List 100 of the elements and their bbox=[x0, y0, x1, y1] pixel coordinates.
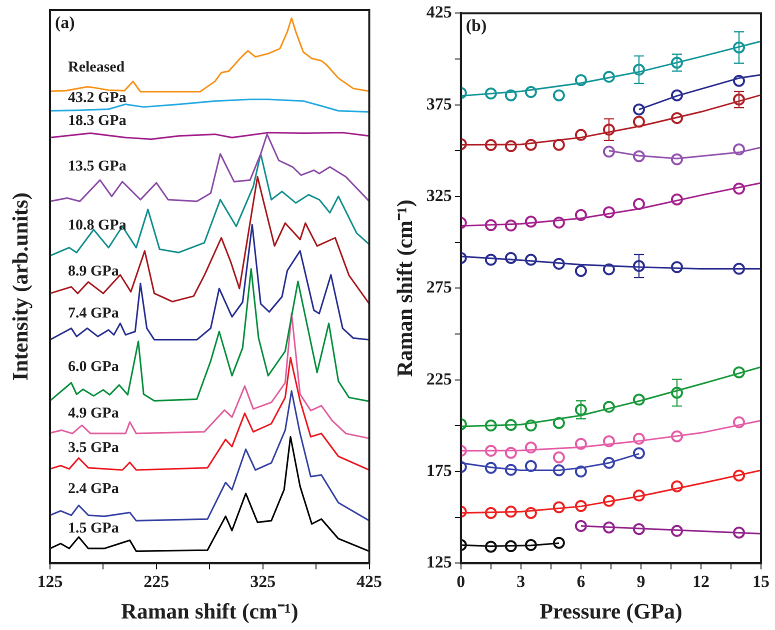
y-axis-title: Raman shift (cm⁻¹) bbox=[392, 200, 417, 377]
series-label: 7.4 GPa bbox=[68, 305, 120, 322]
point bbox=[574, 438, 587, 450]
point bbox=[484, 88, 497, 100]
point bbox=[632, 150, 645, 162]
point bbox=[574, 466, 587, 478]
series-label: Released bbox=[68, 59, 126, 76]
point bbox=[632, 394, 645, 406]
point bbox=[670, 430, 683, 442]
point bbox=[524, 216, 537, 228]
point bbox=[484, 444, 497, 457]
point bbox=[504, 220, 517, 232]
y-tick-label: 275 bbox=[426, 278, 452, 297]
point bbox=[732, 470, 745, 482]
point bbox=[670, 524, 683, 537]
point bbox=[484, 254, 497, 266]
point bbox=[632, 447, 645, 460]
point bbox=[504, 446, 517, 459]
point bbox=[524, 460, 537, 472]
annotation: (a) bbox=[55, 12, 75, 32]
point bbox=[732, 262, 745, 275]
point bbox=[574, 404, 587, 416]
point bbox=[552, 536, 565, 549]
point bbox=[602, 70, 615, 83]
point bbox=[670, 480, 683, 492]
series-label: 1.5 GPa bbox=[68, 520, 120, 537]
point bbox=[632, 103, 645, 116]
y-tick-label: 125 bbox=[426, 552, 452, 572]
point bbox=[602, 456, 615, 469]
series-label: 18.3 GPa bbox=[68, 113, 127, 130]
point bbox=[504, 140, 517, 152]
point bbox=[632, 116, 645, 128]
point bbox=[484, 219, 497, 232]
point bbox=[632, 260, 645, 272]
point bbox=[732, 366, 745, 378]
point bbox=[574, 209, 587, 222]
point bbox=[552, 216, 565, 229]
point bbox=[484, 540, 497, 553]
series-label: 6.0 GPa bbox=[68, 359, 120, 376]
point bbox=[574, 500, 587, 512]
point bbox=[632, 64, 645, 76]
point bbox=[602, 146, 615, 158]
point bbox=[552, 138, 565, 151]
y-tick-label: 425 bbox=[426, 2, 452, 22]
point bbox=[632, 523, 645, 536]
series-label: 4.9 GPa bbox=[68, 406, 120, 422]
point bbox=[732, 416, 745, 428]
point bbox=[524, 138, 537, 151]
x-tick-label: 125 bbox=[37, 572, 63, 591]
point bbox=[552, 501, 565, 514]
point bbox=[670, 153, 683, 166]
point bbox=[670, 56, 683, 69]
point bbox=[504, 540, 517, 552]
point bbox=[732, 526, 745, 539]
point bbox=[524, 442, 537, 454]
point bbox=[632, 432, 645, 445]
point bbox=[732, 143, 745, 156]
point bbox=[504, 418, 517, 431]
series-label: 2.4 GPa bbox=[68, 480, 120, 497]
point bbox=[602, 435, 615, 448]
point bbox=[524, 86, 537, 98]
series-label: 10.8 GPa bbox=[68, 217, 127, 234]
point bbox=[574, 128, 587, 141]
point bbox=[670, 261, 683, 274]
x-tick-label: 325 bbox=[250, 572, 276, 591]
y-tick-label: 325 bbox=[426, 186, 452, 205]
point bbox=[504, 506, 517, 518]
point bbox=[602, 400, 615, 413]
y-axis-title: Intensity (arb.units) bbox=[8, 192, 33, 381]
series-label: 13.5 GPa bbox=[68, 158, 127, 174]
point bbox=[552, 451, 565, 464]
x-axis-title: Pressure (GPa) bbox=[540, 598, 682, 624]
point bbox=[602, 124, 615, 136]
point bbox=[732, 41, 745, 54]
point bbox=[484, 506, 497, 519]
point bbox=[602, 263, 615, 276]
point bbox=[670, 112, 683, 124]
point bbox=[524, 420, 537, 432]
point bbox=[524, 506, 537, 519]
series-label: 3.5 GPa bbox=[68, 440, 120, 456]
point bbox=[670, 193, 683, 206]
point bbox=[552, 464, 565, 476]
x-tick-label: 225 bbox=[144, 572, 170, 591]
point bbox=[732, 74, 745, 87]
x-tick-label: 15 bbox=[752, 572, 770, 591]
x-axis-title: Raman shift (cm⁻¹) bbox=[120, 598, 298, 624]
point bbox=[504, 464, 517, 476]
point bbox=[524, 254, 537, 266]
y-tick-label: 225 bbox=[426, 369, 452, 388]
point bbox=[504, 252, 517, 264]
x-tick-label: 0 bbox=[456, 572, 466, 591]
point bbox=[574, 520, 587, 532]
point bbox=[632, 490, 645, 502]
point bbox=[670, 386, 683, 399]
point bbox=[552, 258, 565, 270]
point bbox=[524, 539, 537, 552]
x-tick-label: 3 bbox=[516, 572, 526, 591]
point bbox=[484, 462, 497, 474]
point bbox=[574, 264, 587, 277]
annotation: (b) bbox=[466, 16, 487, 36]
